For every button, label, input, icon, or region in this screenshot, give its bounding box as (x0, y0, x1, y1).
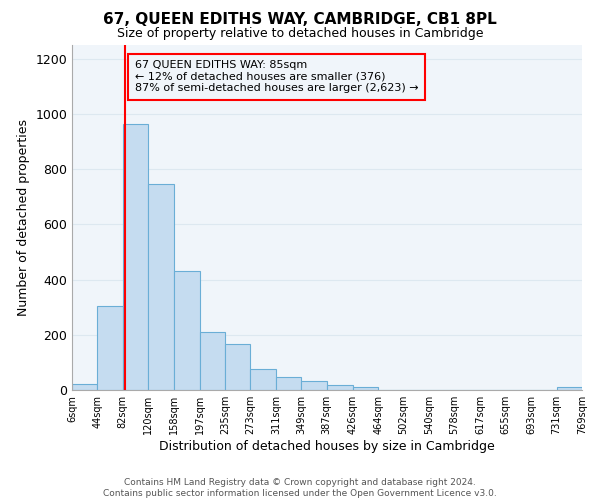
Bar (97, 306, 123, 390)
Bar (123, 124, 148, 390)
Text: Contains HM Land Registry data © Crown copyright and database right 2024.
Contai: Contains HM Land Registry data © Crown c… (103, 478, 497, 498)
Text: Size of property relative to detached houses in Cambridge: Size of property relative to detached ho… (117, 28, 483, 40)
Bar (557, 387, 582, 390)
Bar (250, 370, 276, 390)
Y-axis label: Number of detached properties: Number of detached properties (17, 119, 30, 316)
Text: 67 QUEEN EDITHS WAY: 85sqm
← 12% of detached houses are smaller (376)
87% of sem: 67 QUEEN EDITHS WAY: 85sqm ← 12% of deta… (135, 60, 418, 94)
X-axis label: Distribution of detached houses by size in Cambridge: Distribution of detached houses by size … (159, 440, 495, 453)
Bar (148, 184, 173, 390)
Bar (276, 377, 301, 390)
Text: 67, QUEEN EDITHS WAY, CAMBRIDGE, CB1 8PL: 67, QUEEN EDITHS WAY, CAMBRIDGE, CB1 8PL (103, 12, 497, 28)
Bar (353, 387, 378, 390)
Bar (225, 344, 250, 390)
Bar (301, 381, 326, 390)
Bar (72, 384, 97, 390)
Bar (173, 272, 200, 390)
Bar (326, 385, 353, 390)
Bar (200, 332, 225, 390)
